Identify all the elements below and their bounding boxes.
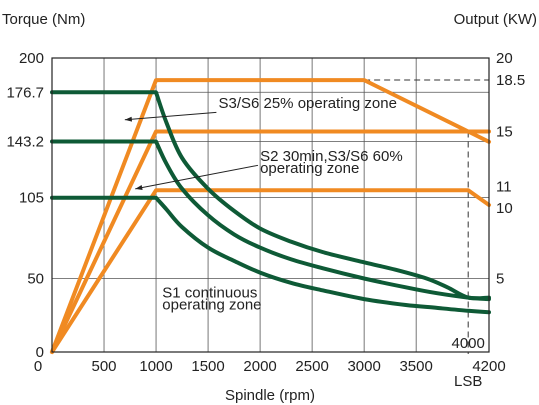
output-power-line — [50, 188, 491, 354]
y-right-tick-label: 10 — [496, 200, 513, 217]
x-tick-label: 4200 — [472, 358, 505, 375]
x-tick-label: 2500 — [295, 358, 328, 375]
annotation-arrowhead — [135, 185, 143, 190]
marker-lsb-label: LSB — [454, 373, 482, 390]
y-left-tick-label: 200 — [19, 50, 44, 67]
grid-lines — [52, 58, 489, 352]
x-origin-label: 0 — [34, 358, 42, 375]
annotation-text: operating zone — [162, 297, 261, 314]
x-tick-label: 1500 — [191, 358, 224, 375]
annotations: S3/S6 25% operating zone S2 30min,S3/S6 6… — [124, 95, 403, 314]
annotation-text: S2 30min,S3/S6 60% — [260, 148, 403, 165]
torque-line — [50, 90, 491, 301]
output-power-line — [50, 78, 491, 354]
annotation-arrow-line — [124, 111, 217, 121]
annotation-text: operating zone — [260, 160, 359, 177]
y-left-tick-label: 50 — [27, 271, 44, 288]
y-right-tick-label: 18.5 — [496, 72, 525, 89]
output-power-line — [50, 129, 491, 354]
y-right-tick-label: 20 — [496, 50, 513, 67]
y-right-tick-label: 11 — [496, 178, 512, 195]
tick-labels: 500 1000 1500 2000 2500 3000 3500 420004000LSB2… — [6, 50, 525, 390]
plot-frame — [51, 57, 490, 353]
plot-border — [51, 57, 490, 353]
x-tick-label: 2000 — [243, 358, 276, 375]
annotation-text: S1 continuous — [162, 285, 257, 302]
y-left-tick-label: 176.7 — [6, 84, 44, 101]
annotation-text: S3/S6 25% operating zone — [218, 95, 396, 112]
y-right-axis-title: Output (KW) — [454, 11, 537, 28]
x-tick-label: 3500 — [399, 358, 432, 375]
x-tick-label: 1000 — [139, 358, 172, 375]
y-left-tick-label: 105 — [19, 190, 44, 207]
y-right-tick-label: 5 — [496, 271, 504, 288]
torque-line — [50, 195, 491, 315]
reference-lines — [364, 79, 489, 354]
y-left-axis-title: Torque (Nm) — [2, 11, 85, 28]
series-lines — [50, 78, 491, 354]
x-tick-label: 3000 — [347, 358, 380, 375]
annotation-arrow-line — [135, 164, 259, 190]
annotation-arrowhead — [124, 116, 133, 122]
y-right-tick-label: 15 — [496, 124, 513, 141]
marker-4000-label: 4000 — [452, 335, 485, 352]
y-left-tick-label: 0 — [36, 344, 44, 361]
y-left-tick-label: 143.2 — [6, 133, 44, 150]
torque-line — [50, 139, 491, 302]
x-tick-label: 500 — [92, 358, 117, 375]
x-axis-title: Spindle (rpm) — [225, 387, 315, 404]
